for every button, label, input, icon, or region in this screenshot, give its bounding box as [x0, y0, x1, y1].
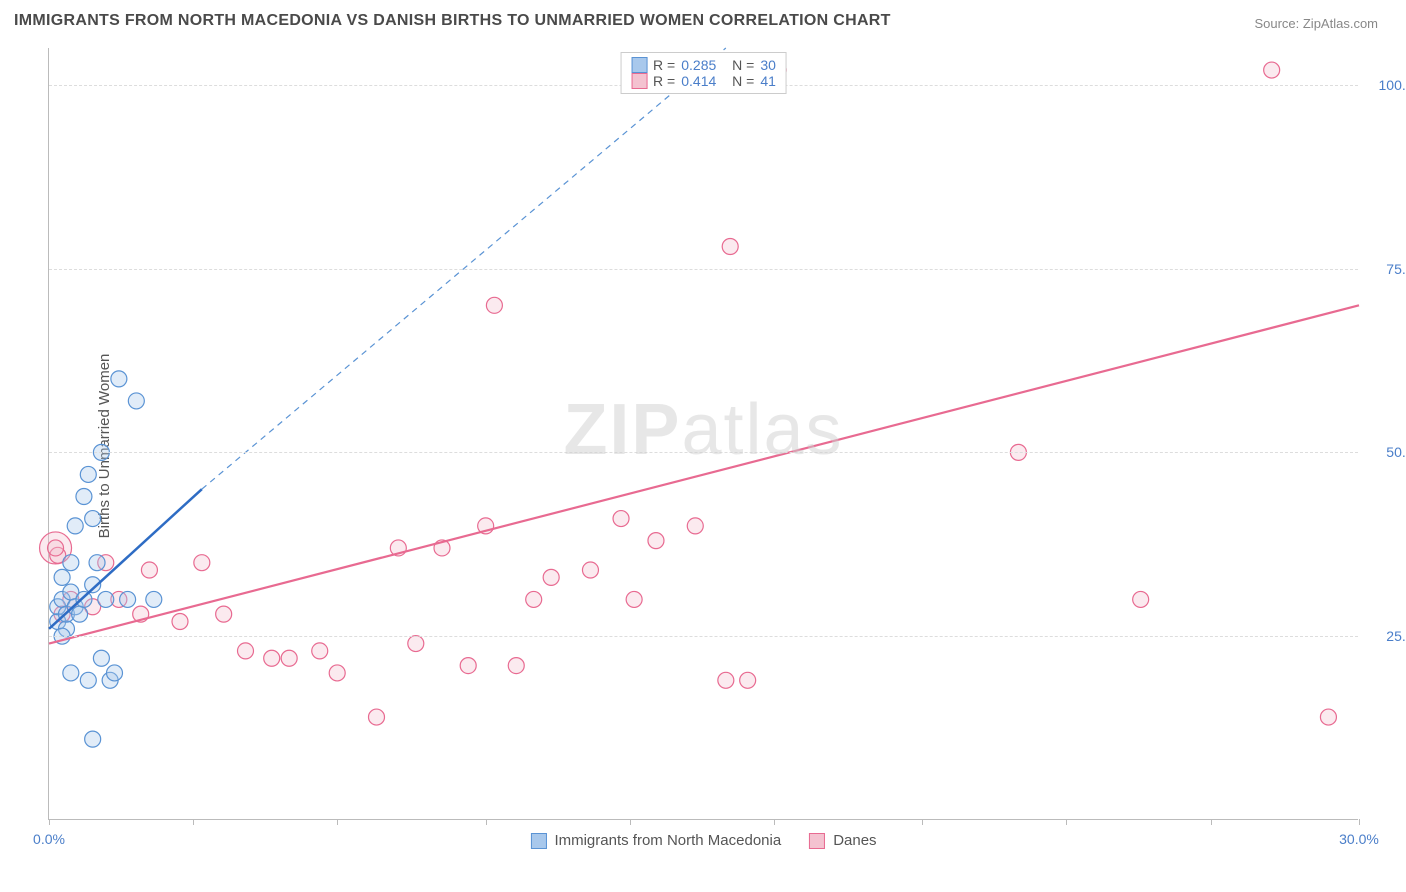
y-tick-label: 50.0% [1386, 444, 1406, 460]
legend-row-b: R = 0.414 N = 41 [631, 73, 776, 89]
y-tick-label: 100.0% [1379, 77, 1406, 93]
x-tick-mark [774, 819, 775, 825]
gridline-h [49, 452, 1358, 453]
swatch-b-icon [631, 73, 647, 89]
scatter-svg [49, 48, 1358, 819]
gridline-h [49, 636, 1358, 637]
chart-title: IMMIGRANTS FROM NORTH MACEDONIA VS DANIS… [14, 12, 891, 30]
x-tick-mark [922, 819, 923, 825]
r-label-a: R = [653, 57, 675, 73]
x-tick-mark [49, 819, 50, 825]
legend-label-b: Danes [833, 832, 876, 849]
legend-correlation: R = 0.285 N = 30 R = 0.414 N = 41 [620, 52, 787, 94]
x-tick-mark [1211, 819, 1212, 825]
y-tick-label: 25.0% [1386, 628, 1406, 644]
x-tick-mark [1066, 819, 1067, 825]
x-tick-mark [193, 819, 194, 825]
x-tick-label: 0.0% [33, 831, 65, 847]
swatch-b-bottom-icon [809, 833, 825, 849]
n-label-b: N = [732, 73, 754, 89]
swatch-a-bottom-icon [530, 833, 546, 849]
r-value-a: 0.285 [681, 57, 716, 73]
legend-label-a: Immigrants from North Macedonia [554, 832, 781, 849]
legend-row-a: R = 0.285 N = 30 [631, 57, 776, 73]
r-label-b: R = [653, 73, 675, 89]
n-value-a: 30 [760, 57, 776, 73]
legend-item-b: Danes [809, 832, 876, 849]
n-value-b: 41 [760, 73, 776, 89]
r-value-b: 0.414 [681, 73, 716, 89]
legend-bottom: Immigrants from North Macedonia Danes [530, 832, 876, 849]
x-tick-mark [630, 819, 631, 825]
n-label-a: N = [732, 57, 754, 73]
x-tick-mark [1359, 819, 1360, 825]
swatch-a-icon [631, 57, 647, 73]
x-tick-mark [486, 819, 487, 825]
source-label: Source: ZipAtlas.com [1254, 16, 1378, 31]
y-tick-label: 75.0% [1386, 261, 1406, 277]
gridline-h [49, 269, 1358, 270]
plot-area: ZIPatlas R = 0.285 N = 30 R = 0.414 N = … [48, 48, 1358, 820]
x-tick-mark [337, 819, 338, 825]
legend-item-a: Immigrants from North Macedonia [530, 832, 781, 849]
x-tick-label: 30.0% [1339, 831, 1379, 847]
